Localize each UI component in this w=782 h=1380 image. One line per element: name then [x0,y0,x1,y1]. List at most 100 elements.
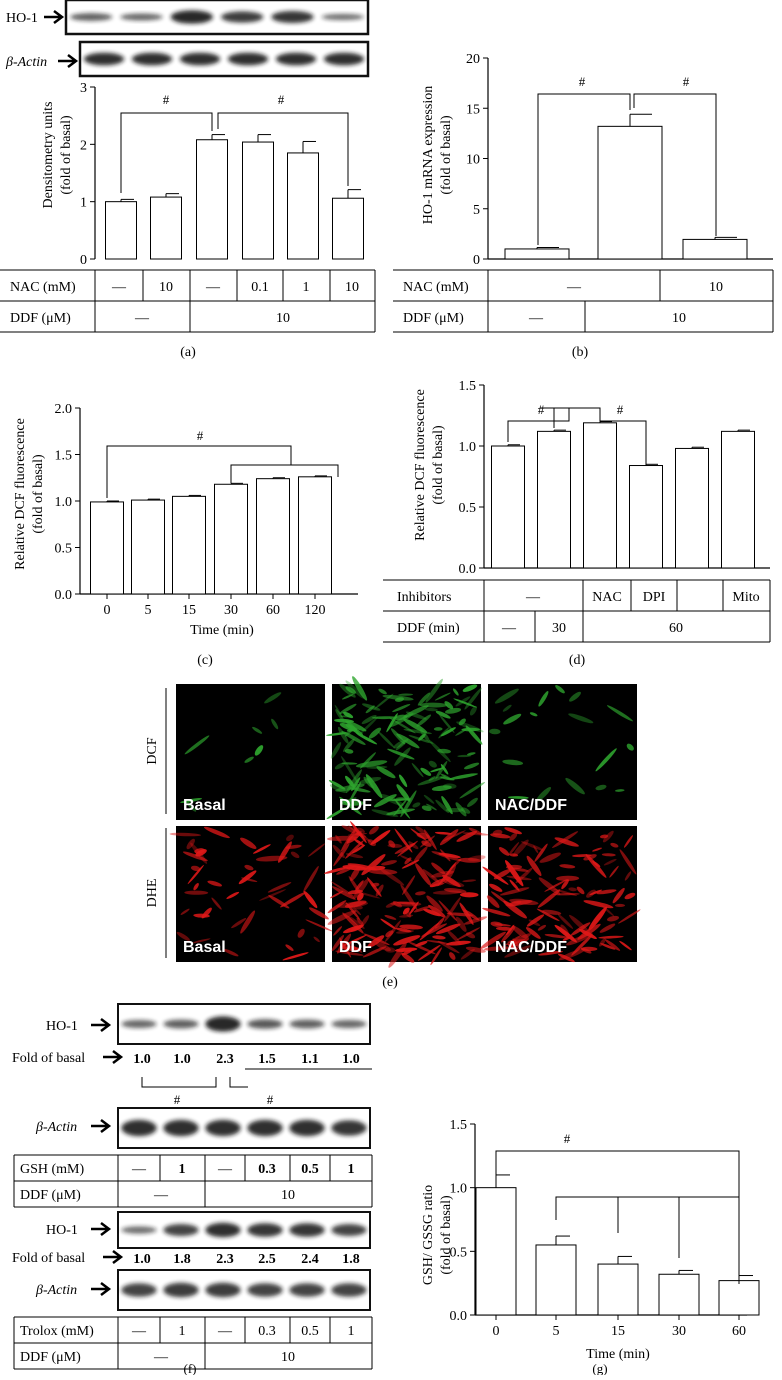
cell-signal [595,748,617,772]
cell-signal [554,837,579,847]
cell-signal [480,931,506,949]
cell-signal [267,882,292,893]
cell-signal [482,907,511,917]
cell-signal [339,703,357,715]
cell-signal [482,866,509,885]
blot-label-actin: β-Actin [35,1120,77,1135]
fold-value: 1.0 [173,1052,191,1067]
blot-band [70,13,113,21]
cell-signal [570,922,591,936]
cell-signal [395,797,407,801]
x-axis-label: Time (min) [586,1347,650,1362]
blot-band [205,1222,241,1238]
cell-signal [362,946,387,958]
cell-signal [194,848,205,854]
blot-band [205,1016,241,1032]
cell-signal [412,802,421,808]
micrograph-tile: NAC/DDF [480,826,641,963]
bar [658,1273,700,1316]
cell-signal [337,726,349,744]
cell-signal [305,919,333,932]
cell-signal [612,887,625,904]
blot-band [247,1019,283,1029]
cell-signal [326,807,347,820]
blot-label-actin: β-Actin [35,1283,77,1298]
arrow-icon [44,10,65,24]
cell-signal [345,840,364,859]
bar [597,1263,639,1316]
blot-frame-actin [78,40,370,78]
significance-marker: # [278,92,285,107]
x-tick-label: 5 [553,1324,560,1339]
bar [242,141,274,260]
cell-signal [308,843,326,857]
cell-signal [536,908,560,922]
cell-signal [253,844,271,854]
cell-signal [623,835,634,848]
condition-table-d: Inhibitors — NAC DPI Mito DDF (min) — 30… [383,579,771,643]
cell-signal [363,776,375,789]
table-cell: 1 [179,1324,186,1339]
significance-bracket [120,112,213,193]
cell-signal [449,773,478,780]
cell-signal [445,707,462,714]
cell-signal [432,935,446,940]
cell-signal [259,889,286,901]
cell-signal [386,808,416,815]
x-tick-label: 0 [104,603,111,618]
bar [597,125,663,260]
table-cell: — [501,621,517,636]
table-cell: 1 [348,1162,355,1177]
cell-signal [411,762,424,778]
cell-signal [375,942,391,952]
blot-label-ho1: HO-1 [6,11,38,26]
cell-signal [538,691,549,707]
blot-band [275,52,317,66]
table-cell: 10 [281,1188,295,1203]
cell-signal [350,905,361,916]
cell-signal [334,704,343,718]
cell-signal [624,892,636,900]
cell-signal [431,862,446,875]
cell-signal [498,847,510,856]
cell-signal [438,727,450,739]
cell-signal [440,764,449,775]
blot-band [227,52,269,66]
cell-signal [345,686,356,694]
cell-signal [340,715,352,718]
table-row-label: Inhibitors [397,590,451,605]
bar [298,476,332,595]
fold-value: 1.5 [258,1052,276,1067]
cell-signal [192,938,211,944]
blot-band [289,1283,325,1297]
cell-signal [313,936,320,943]
cell-signal [408,841,419,850]
cell-signal [455,916,467,932]
cell-signal [374,693,394,710]
blot-band [120,13,163,21]
cell-signal [423,908,442,917]
y-tick-label: 0.5 [450,1245,468,1260]
cell-signal [602,830,614,843]
cell-signal [576,886,585,895]
table-cell: 10 [276,311,290,326]
table-cell: 10 [159,280,173,295]
x-tick-label: 0 [493,1324,500,1339]
table-cell: 1 [348,1324,355,1339]
significance-bracket [106,445,339,498]
cell-signal [458,857,482,863]
table-cell: 10 [709,280,723,295]
cell-signal [362,703,381,711]
cell-signal [605,939,621,951]
cell-signal [464,762,480,770]
cell-signal [483,946,511,951]
y-tick-label: 5 [473,203,480,218]
y-tick-label: 0 [80,253,87,268]
y-axis-label: Densitometry units [41,102,56,209]
blot-band [247,1119,283,1137]
table-cell: NAC [592,590,622,605]
cell-signal [462,684,478,692]
micrograph-tile: Basal [176,684,325,820]
cell-signal [468,827,482,835]
